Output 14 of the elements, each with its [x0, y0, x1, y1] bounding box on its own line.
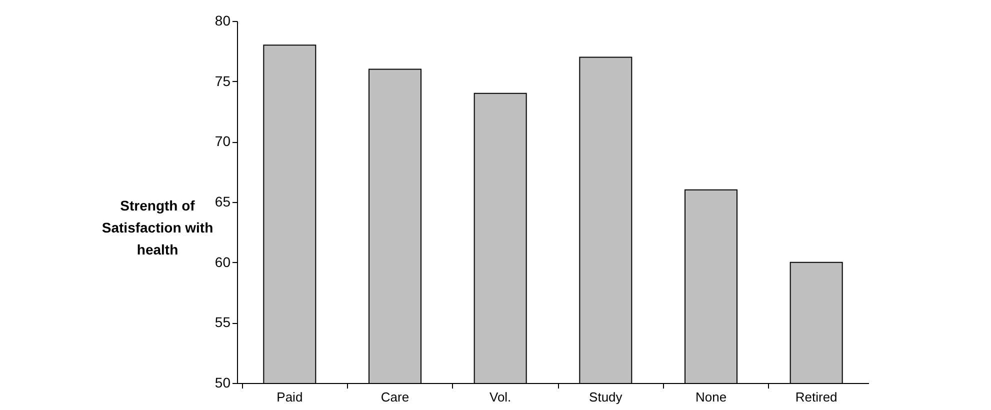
x-tick-label: Care	[380, 390, 410, 404]
y-tick-label: 70	[214, 133, 231, 150]
y-tick-label: 55	[214, 314, 231, 330]
y-tick-label: 65	[214, 194, 231, 210]
x-tick-label: Vol.	[489, 390, 512, 404]
y-tick-label: 80	[214, 12, 231, 28]
y-axis-title: Strength of Satisfaction with health	[102, 198, 214, 258]
y-tick-label: 60	[214, 254, 231, 270]
y-tick-label: 75	[214, 72, 231, 89]
x-tick-label: None	[695, 390, 727, 404]
x-tick-label: Study	[589, 390, 623, 404]
x-tick-label: Paid	[276, 390, 303, 404]
y-tick-label: 50	[214, 374, 231, 390]
x-tick-label: Retired	[795, 390, 838, 404]
